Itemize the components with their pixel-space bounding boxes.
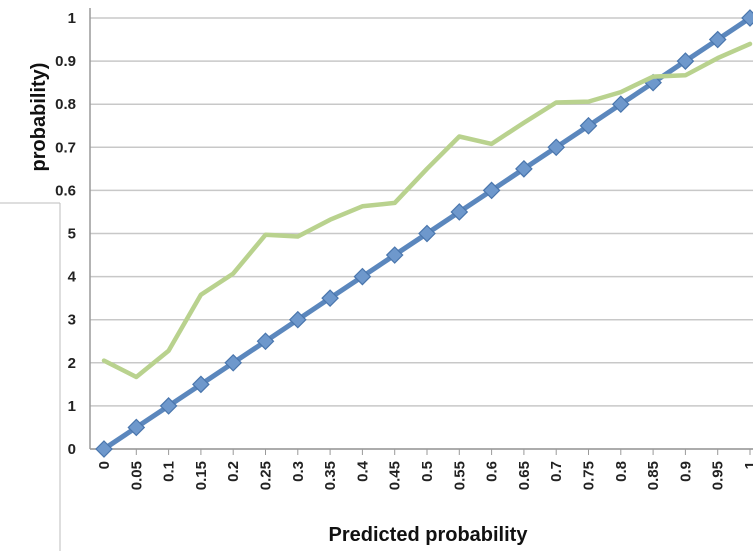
series-1-point: [321, 289, 339, 307]
series-1-point: [579, 116, 598, 135]
x-axis-title: Predicted probability: [329, 524, 529, 546]
y-tick-label: 0.7: [55, 139, 76, 156]
x-tick-label: 0.5: [419, 461, 436, 482]
series-1-point: [450, 203, 469, 221]
series-1-point: [547, 138, 566, 157]
series-1-point: [515, 160, 533, 178]
series-1-point: [611, 95, 630, 114]
x-tick-label: 0.75: [581, 461, 598, 490]
series-1-point: [288, 310, 307, 329]
series-1-point: [482, 181, 501, 200]
y-tick-label: 3: [68, 312, 76, 329]
x-tick-label: 0.1: [161, 461, 178, 482]
series-1-point: [127, 418, 146, 437]
x-axis: 0 0.05 0.1 0.15 0.2 0.25 0.3 0.35 0.4 0.45 0.5 0.55…: [90, 448, 753, 490]
x-tick-label: 0.55: [451, 461, 468, 490]
x-tick-label: 0.25: [258, 461, 275, 490]
x-tick-label: 0.2: [225, 461, 242, 482]
series-1-point: [385, 246, 404, 264]
series-1-point: [192, 375, 210, 394]
y-tick-label: 4: [68, 269, 77, 286]
y-axis-title: probability): [28, 63, 50, 172]
y-tick-label: 0: [68, 441, 76, 458]
y-tick-label: 1: [68, 10, 76, 27]
y-tick-label: 0.6: [55, 182, 76, 199]
x-tick-label: 0.95: [710, 461, 727, 490]
y-axis: 0 1 2 3 4 5 0.6 0.7 0.8 0.9 1: [55, 8, 91, 458]
series-1-point: [418, 224, 436, 243]
x-tick-label: 0.35: [322, 461, 339, 490]
x-tick-label: 0.6: [484, 461, 501, 482]
x-tick-label: 0.05: [128, 461, 145, 490]
x-tick-label: 0.15: [193, 461, 210, 490]
x-tick-label: 0.8: [613, 461, 630, 482]
series-1-point: [708, 30, 727, 49]
series-group: [95, 9, 753, 458]
series-1-point: [676, 52, 695, 70]
series-1-point: [741, 9, 753, 27]
y-tick-label: 5: [68, 226, 76, 243]
x-tick-label: 0.85: [645, 461, 662, 490]
series-1-point: [224, 353, 243, 372]
series-2-line: [101, 41, 753, 380]
x-tick-label: 0.65: [516, 461, 533, 490]
x-tick-label: 0.7: [548, 461, 565, 482]
x-tick-label: 0.3: [290, 461, 307, 482]
y-tick-label: 2: [68, 355, 76, 372]
series-1-point: [159, 397, 178, 415]
x-tick-label: 0.45: [387, 461, 404, 490]
y-tick-label: 0.9: [55, 53, 76, 70]
series-1-point: [353, 267, 372, 286]
x-tick-label: 0: [96, 461, 113, 469]
series-1-point: [256, 332, 275, 351]
x-tick-label: 0.9: [677, 461, 694, 482]
x-tick-label: 0.4: [354, 460, 371, 482]
y-tick-label: 1: [68, 398, 76, 415]
x-tick-label: 1: [742, 461, 753, 469]
y-tick-label: 0.8: [55, 96, 76, 113]
series-1-point: [95, 440, 113, 458]
